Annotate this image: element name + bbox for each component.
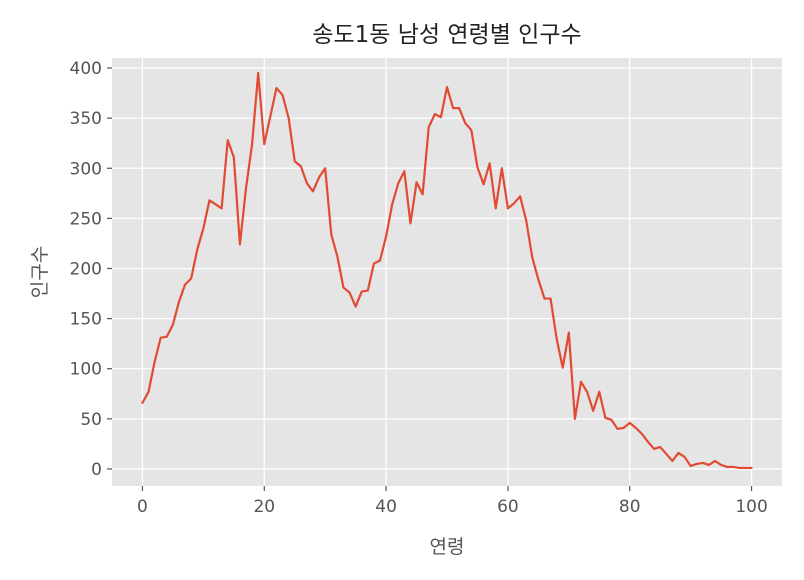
y-tick-label: 350 xyxy=(70,109,102,129)
x-tick-label: 0 xyxy=(137,497,148,517)
x-tick-labels: 0 20 40 60 80 100 xyxy=(137,497,768,517)
y-tick-label: 200 xyxy=(70,259,102,279)
y-tick-labels: 0 50 100 150 200 250 300 350 400 xyxy=(70,59,102,480)
x-tick-label: 100 xyxy=(735,497,767,517)
plot-background xyxy=(112,58,782,486)
x-tick-label: 80 xyxy=(619,497,641,517)
x-tick-label: 20 xyxy=(253,497,275,517)
series-line xyxy=(141,71,753,470)
y-tick-label: 0 xyxy=(91,460,102,480)
y-tick-label: 100 xyxy=(70,360,102,380)
y-tick-label: 50 xyxy=(80,410,102,430)
grid-lines xyxy=(112,58,782,486)
y-tick-label: 250 xyxy=(70,209,102,229)
x-tick-label: 60 xyxy=(497,497,519,517)
y-tick-label: 150 xyxy=(70,310,102,330)
y-axis-label: 인구수 xyxy=(29,246,51,298)
chart-title: 송도1동 남성 연령별 인구수 xyxy=(312,22,581,48)
x-tick-label: 40 xyxy=(375,497,397,517)
y-tick-label: 300 xyxy=(70,159,102,179)
y-tick-label: 400 xyxy=(70,59,102,79)
axis-ticks xyxy=(107,67,753,491)
x-axis-label: 연령 xyxy=(430,536,465,558)
